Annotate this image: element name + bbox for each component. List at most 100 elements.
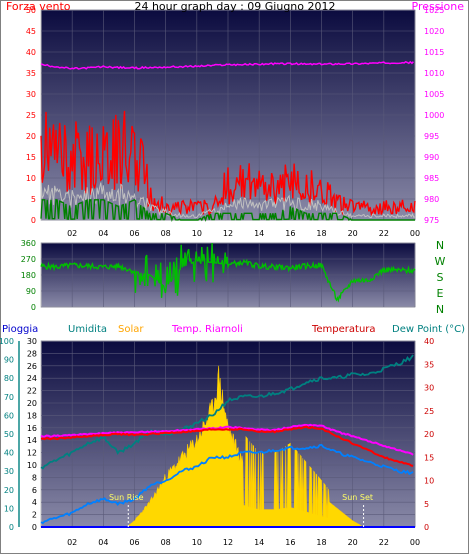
- wind-direction-line: [40, 242, 416, 303]
- rain-tick-label: 10: [4, 504, 14, 513]
- legend-item: Solar: [118, 324, 144, 335]
- weather-time-tick-label: 16: [285, 538, 295, 547]
- rain-tick-label: 60: [4, 411, 14, 420]
- pressure-tick-label: 985: [424, 174, 439, 183]
- temp-tick-label: 40: [424, 337, 434, 346]
- time-tick-label: 02: [67, 229, 77, 238]
- pressure-tick-label: 995: [424, 132, 439, 141]
- weather-time-tick-label: 20: [348, 538, 358, 547]
- time-tick-label: 06: [129, 229, 139, 238]
- wind-tick-label: 5: [31, 195, 36, 204]
- weather-time-tick-label: 00: [410, 538, 420, 547]
- humidity-tick-label: 26: [27, 362, 37, 371]
- pressure-tick-label: 1000: [424, 111, 444, 120]
- sun-set-label: Sun Set: [342, 493, 373, 502]
- wind-average-line: [40, 179, 416, 219]
- wind-tick-label: 45: [26, 27, 36, 36]
- weather-time-tick-label: 14: [254, 538, 264, 547]
- pressure-tick-label: 1020: [424, 27, 444, 36]
- humidity-tick-label: 22: [27, 387, 37, 396]
- chart-title: 24 hour graph day : 09 Giugno 2012: [134, 0, 335, 13]
- legend-item: Pioggia: [2, 324, 38, 335]
- time-tick-label: 10: [192, 229, 202, 238]
- wind-tick-label: 50: [26, 6, 36, 15]
- humidity-tick-label: 24: [27, 374, 37, 383]
- direction-tick-label: 90: [26, 287, 36, 296]
- humidity-tick-label: 30: [27, 337, 37, 346]
- pressure-tick-label: 990: [424, 153, 439, 162]
- legend-item: Temperatura: [311, 324, 376, 335]
- weather-time-tick-label: 12: [223, 538, 233, 547]
- legend-item: Dew Point (°C): [392, 324, 465, 335]
- pressure-axis-label: Pressione: [412, 0, 465, 13]
- wind-direction-marks: [40, 242, 416, 303]
- compass-label: N: [436, 303, 444, 316]
- pressure-tick-label: 1025: [424, 6, 444, 15]
- pressure-tick-label: 975: [424, 216, 439, 225]
- humidity-tick-label: 10: [27, 461, 37, 470]
- humidity-tick-label: 28: [27, 349, 37, 358]
- weather-time-tick-label: 04: [98, 538, 108, 547]
- direction-tick-label: 360: [21, 239, 36, 248]
- rain-tick-label: 80: [4, 374, 14, 383]
- compass-label: S: [437, 271, 444, 284]
- legend-item: Umidita: [68, 324, 107, 335]
- humidity-tick-label: 0: [32, 523, 37, 532]
- temp-tick-label: 25: [424, 407, 434, 416]
- rain-tick-label: 90: [4, 356, 14, 365]
- time-tick-label: 20: [348, 229, 358, 238]
- wind-gust-line: [40, 110, 416, 217]
- time-tick-label: 14: [254, 229, 264, 238]
- temp-tick-label: 35: [424, 360, 434, 369]
- temp-tick-label: 10: [424, 477, 434, 486]
- wind-tick-label: 35: [26, 69, 36, 78]
- humidity-tick-label: 4: [32, 498, 37, 507]
- wind-tick-label: 20: [26, 132, 36, 141]
- compass-label: N: [436, 239, 444, 252]
- wind-tick-label: 25: [26, 111, 36, 120]
- time-tick-label: 00: [410, 229, 420, 238]
- compass-label: E: [437, 287, 444, 300]
- rain-tick-label: 30: [4, 467, 14, 476]
- rain-tick-label: 50: [4, 430, 14, 439]
- time-tick-label: 12: [223, 229, 233, 238]
- humidity-tick-label: 14: [27, 436, 37, 445]
- temp-tick-label: 15: [424, 453, 434, 462]
- humidity-tick-label: 8: [32, 473, 37, 482]
- wind-tick-label: 40: [26, 48, 36, 57]
- direction-tick-label: 270: [21, 255, 36, 264]
- humidity-tick-label: 6: [32, 486, 37, 495]
- weather-legend: Pioggia Umidita Solar Temp. Riarnoli Tempera…: [2, 324, 465, 335]
- rain-tick-label: 40: [4, 449, 14, 458]
- dewpoint-line: [40, 443, 414, 525]
- direction-tick-label: 180: [21, 271, 36, 280]
- humidity-tick-label: 20: [27, 399, 37, 408]
- wind-tick-label: 0: [31, 216, 36, 225]
- time-tick-label: 18: [316, 229, 326, 238]
- temperatura-line: [40, 425, 414, 467]
- weather-time-tick-label: 18: [316, 538, 326, 547]
- rain-tick-label: 20: [4, 486, 14, 495]
- time-tick-label: 22: [379, 229, 389, 238]
- temp-tick-label: 5: [424, 500, 429, 509]
- rain-tick-label: 0: [9, 523, 14, 532]
- weather-time-tick-label: 06: [129, 538, 139, 547]
- weather-axes: 0246810121416182022242628300102030405060…: [0, 337, 434, 547]
- time-tick-label: 04: [98, 229, 108, 238]
- wind-calm-line: [40, 198, 415, 222]
- wind-tick-label: 15: [26, 153, 36, 162]
- temp-riarnoli-line: [40, 423, 414, 456]
- weather-time-tick-label: 10: [192, 538, 202, 547]
- weather-time-tick-label: 02: [67, 538, 77, 547]
- compass-label: W: [435, 255, 446, 268]
- temp-tick-label: 20: [424, 430, 434, 439]
- humidity-line: [40, 354, 414, 470]
- pressure-tick-label: 1015: [424, 48, 444, 57]
- time-tick-label: 16: [285, 229, 295, 238]
- direction-tick-label: 0: [31, 303, 36, 312]
- humidity-tick-label: 2: [32, 511, 37, 520]
